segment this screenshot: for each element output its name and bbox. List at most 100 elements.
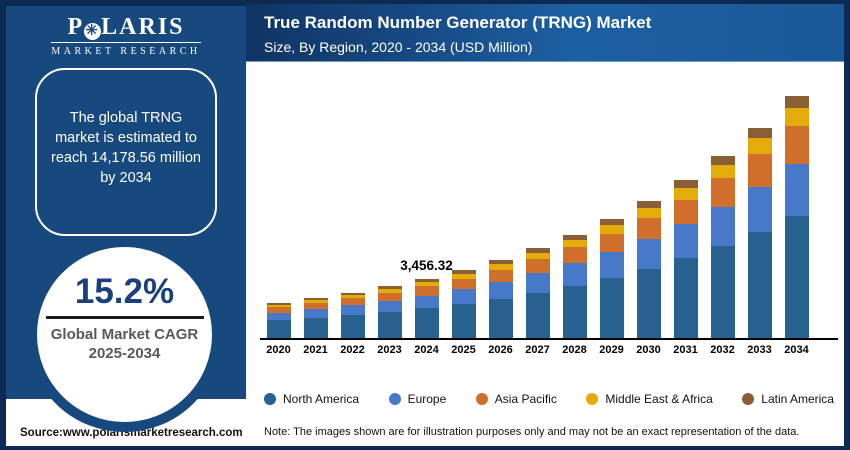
stacked-bar-2031 — [673, 179, 698, 338]
bar-column-2022: 2022 — [334, 96, 371, 356]
bar-segment-middle-east-africa — [673, 187, 698, 200]
bar-segment-europe — [451, 289, 476, 304]
bar-segment-latin-america — [488, 260, 513, 264]
bar-segment-middle-east-africa — [340, 294, 365, 299]
compass-star-icon: ✳ — [84, 23, 102, 40]
bar-segment-asia-pacific — [673, 199, 698, 225]
bar-segment-asia-pacific — [636, 217, 661, 240]
cagr-divider — [45, 316, 204, 319]
bar-segment-europe — [266, 312, 291, 321]
legend-label: Europe — [407, 392, 447, 406]
bar-segment-latin-america — [673, 179, 698, 188]
bar-segment-asia-pacific — [747, 154, 772, 187]
bar-segment-asia-pacific — [488, 269, 513, 282]
bar-segment-north-america — [673, 258, 698, 338]
bar-column-2024: 2024 3,456.32 — [400, 96, 453, 356]
legend-label: North America — [283, 392, 360, 406]
x-tick-label: 2023 — [377, 344, 402, 356]
bar-segment-latin-america — [525, 248, 550, 253]
bar-segment-north-america — [488, 298, 513, 338]
bar-segment-asia-pacific — [710, 178, 735, 207]
bar-segment-asia-pacific — [525, 259, 550, 274]
legend-dot-europe — [388, 393, 401, 405]
bar-column-2032: 2032 — [704, 96, 741, 356]
bar-segment-middle-east-africa — [710, 164, 735, 179]
bar-column-2033: 2033 — [741, 96, 778, 356]
bar-column-2021: 2021 — [297, 96, 334, 356]
legend-label: Latin America — [761, 392, 834, 406]
cagr-badge: 15.2% Global Market CAGR 2025-2034 — [27, 237, 222, 432]
bar-segment-europe — [414, 295, 439, 309]
bar-segment-north-america — [266, 320, 291, 338]
x-tick-label: 2025 — [451, 344, 476, 356]
legend-item-north-america: North America — [264, 392, 359, 406]
bar-segment-asia-pacific — [784, 126, 809, 164]
stacked-bar-2032 — [710, 155, 735, 338]
bar-segment-latin-america — [414, 279, 439, 282]
bar-segment-middle-east-africa — [636, 207, 661, 218]
x-axis-line — [260, 338, 838, 340]
stacked-bar-2029 — [599, 218, 624, 338]
bar-segment-asia-pacific — [562, 247, 587, 264]
legend-item-asia-pacific: Asia Pacific — [475, 392, 557, 406]
page-title: True Random Number Generator (TRNG) Mark… — [264, 13, 652, 32]
stacked-bar-2034 — [784, 96, 809, 338]
stacked-bar-2024 — [414, 279, 439, 338]
bar-segment-north-america — [303, 317, 328, 338]
bar-segment-middle-east-africa — [747, 138, 772, 155]
plot-area: 2020 2021 2022 2023 2024 3,456.32 2025 2026 2027… — [260, 96, 815, 356]
bar-segment-middle-east-africa — [784, 108, 809, 127]
legend-label: Middle East & Africa — [605, 392, 713, 406]
bar-segment-asia-pacific — [266, 307, 291, 313]
bar-segment-north-america — [710, 245, 735, 338]
stacked-bar-2020 — [266, 303, 291, 338]
bar-segment-europe — [599, 252, 624, 278]
bar-segment-north-america — [636, 268, 661, 338]
logo-divider — [51, 42, 201, 43]
bar-segment-middle-east-africa — [599, 224, 624, 234]
bar-segment-middle-east-africa — [266, 304, 291, 308]
bar-segment-north-america — [747, 231, 772, 338]
bar-column-2029: 2029 — [593, 96, 630, 356]
stacked-bar-2023 — [377, 286, 402, 338]
x-tick-label: 2021 — [303, 344, 328, 356]
bar-segment-north-america — [562, 285, 587, 338]
bar-segment-north-america — [784, 215, 809, 338]
bar-segment-europe — [303, 309, 328, 318]
bar-segment-asia-pacific — [451, 278, 476, 290]
bar-column-2020: 2020 — [260, 96, 297, 356]
legend-dot-middle-east-africa — [586, 393, 599, 405]
bar-segment-europe — [377, 300, 402, 312]
bar-segment-latin-america — [377, 286, 402, 289]
bar-segment-latin-america — [784, 96, 809, 109]
bar-segment-europe — [636, 239, 661, 269]
bar-segment-north-america — [599, 277, 624, 338]
bar-segment-middle-east-africa — [414, 281, 439, 287]
x-tick-label: 2027 — [525, 344, 550, 356]
stacked-bar-2026 — [488, 260, 513, 338]
stacked-bar-2022 — [340, 292, 365, 338]
x-tick-label: 2031 — [673, 344, 698, 356]
bar-segment-asia-pacific — [599, 233, 624, 253]
bar-segment-latin-america — [303, 298, 328, 301]
bar-segment-asia-pacific — [377, 292, 402, 301]
bar-segment-europe — [562, 263, 587, 286]
bar-segment-latin-america — [340, 292, 365, 295]
bar-segment-middle-east-africa — [451, 273, 476, 279]
x-tick-label: 2026 — [488, 344, 513, 356]
sidebar: P✳LARIS MARKET RESEARCH The global TRNG … — [6, 6, 246, 432]
bar-segment-north-america — [414, 308, 439, 338]
bar-segment-latin-america — [451, 270, 476, 274]
polaris-logo: P✳LARIS MARKET RESEARCH — [6, 14, 246, 57]
bar-column-2026: 2026 — [482, 96, 519, 356]
source-text: Source:www.polarismarketresearch.com — [20, 427, 243, 439]
title-banner: True Random Number Generator (TRNG) Mark… — [246, 4, 844, 62]
bar-column-2030: 2030 — [630, 96, 667, 356]
bar-segment-europe — [673, 224, 698, 259]
x-tick-label: 2030 — [636, 344, 661, 356]
bar-segment-europe — [525, 273, 550, 293]
legend-dot-asia-pacific — [475, 393, 488, 405]
x-tick-label: 2028 — [562, 344, 587, 356]
market-estimate-text: The global TRNG market is estimated to r… — [51, 110, 201, 186]
bar-column-2023: 2023 — [371, 96, 408, 356]
